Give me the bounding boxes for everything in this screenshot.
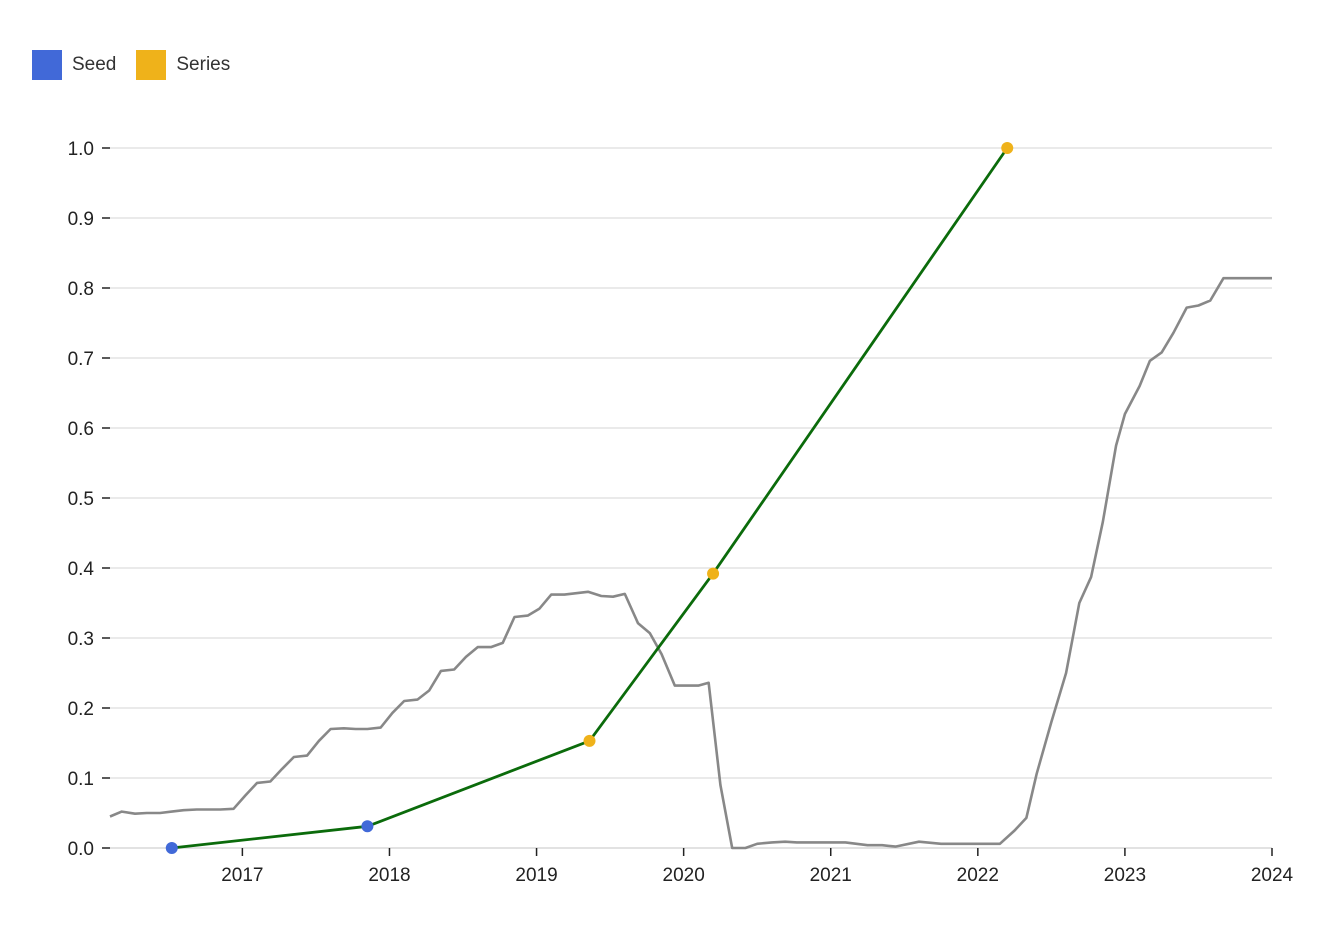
y-tick-label: 1.0: [68, 139, 94, 160]
x-tick-label: 2021: [810, 865, 852, 886]
y-tick-label: 0.1: [68, 769, 94, 790]
y-tick-label: 0.5: [68, 489, 94, 510]
chart-legend: Seed Series: [32, 50, 250, 80]
legend-item-series[interactable]: Series: [136, 50, 230, 80]
y-tick-label: 0.4: [68, 559, 95, 580]
x-tick-label: 2017: [221, 865, 263, 886]
series-line-0: [109, 276, 1272, 850]
y-tick-label: 0.7: [68, 349, 94, 370]
x-tick-label: 2024: [1251, 865, 1294, 886]
x-tick-label: 2020: [663, 865, 705, 886]
legend-label-series: Series: [176, 54, 231, 75]
data-point-series: [583, 734, 596, 747]
data-point-series: [1001, 142, 1014, 154]
x-tick-label: 2018: [368, 865, 410, 886]
legend-item-seed[interactable]: Seed: [32, 50, 116, 80]
y-tick-label: 0.9: [68, 209, 94, 230]
data-point-series: [707, 567, 720, 580]
y-tick-label: 0.2: [68, 699, 94, 720]
x-tick-label: 2023: [1104, 865, 1146, 886]
x-tick-label: 2019: [515, 865, 557, 886]
y-tick-label: 0.8: [68, 279, 94, 300]
y-tick-label: 0.0: [68, 839, 94, 860]
legend-label-seed: Seed: [72, 54, 117, 75]
y-tick-label: 0.3: [68, 629, 94, 650]
legend-swatch-seed: [32, 50, 62, 80]
y-tick-label: 0.6: [68, 419, 94, 440]
x-tick-label: 2022: [957, 865, 999, 886]
legend-swatch-series: [136, 50, 167, 80]
data-point-seed: [361, 820, 374, 833]
data-point-seed: [165, 842, 178, 854]
